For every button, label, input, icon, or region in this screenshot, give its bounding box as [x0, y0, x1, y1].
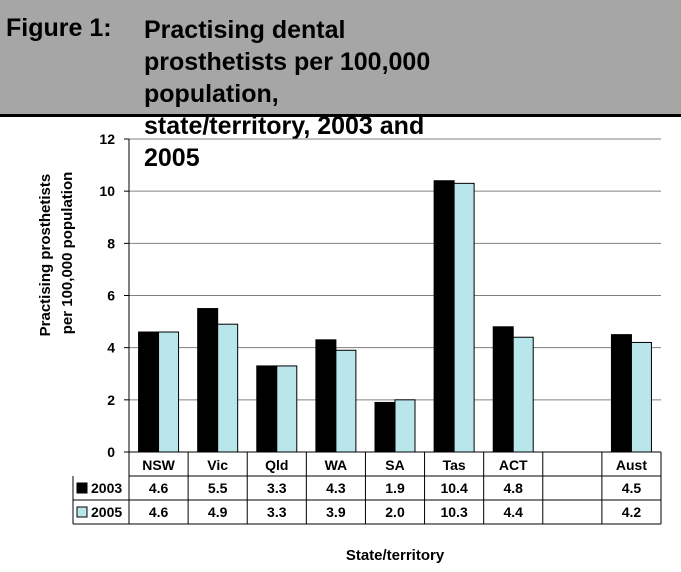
bar-2003	[138, 331, 160, 453]
x-tick-label: Vic	[207, 457, 228, 473]
bar-2005	[217, 323, 239, 453]
legend-swatch	[76, 506, 88, 518]
y-tick-label: 4	[107, 340, 115, 356]
data-label: 4.5	[622, 480, 642, 496]
legend-label: 2005	[91, 504, 122, 520]
data-label: 4.8	[503, 480, 523, 496]
bar-2003	[492, 326, 514, 453]
figure-label: Figure 1:	[6, 14, 112, 42]
figure-header: Figure 1: Practising dental prosthetists…	[0, 0, 681, 172]
x-tick-label: SA	[385, 457, 404, 473]
bar-2003	[197, 308, 219, 453]
bar-2005	[335, 349, 357, 453]
data-label: 3.9	[326, 504, 346, 520]
data-table: NSW Vic Qld WA SA Tas ACT Aust 2003 4.6 5.5 3.3 4.3 1…	[72, 452, 662, 525]
data-label: 10.4	[440, 480, 467, 496]
bar-2005	[453, 182, 475, 453]
bar-2005	[158, 331, 180, 453]
y-axis-title: Practising prosthetists per 100,000 popu…	[37, 170, 76, 337]
data-label: 4.4	[503, 504, 523, 520]
data-label: 3.3	[267, 480, 287, 496]
data-label: 4.2	[622, 504, 642, 520]
bar-2003	[256, 365, 278, 453]
data-label: 1.9	[385, 480, 405, 496]
y-tick-label: 12	[99, 131, 115, 147]
y-tick-label: 0	[107, 444, 115, 460]
data-label: 10.3	[440, 504, 467, 520]
data-label: 4.6	[149, 504, 169, 520]
y-tick-label: 8	[107, 235, 115, 251]
x-tick-label: Qld	[265, 457, 288, 473]
bar-2003	[374, 401, 396, 453]
bar-2003	[433, 180, 455, 453]
data-label: 5.5	[208, 480, 228, 496]
y-tick-label: 10	[99, 183, 115, 199]
data-label: 4.6	[149, 480, 169, 496]
axes: 0 2 4 6 8 10 12	[99, 131, 661, 460]
figure-title: Practising dental prosthetists per 100,0…	[144, 16, 431, 172]
data-label: 4.3	[326, 480, 346, 496]
legend-label: 2003	[91, 480, 122, 496]
data-label: 4.9	[208, 504, 228, 520]
y-tick-label: 2	[107, 392, 115, 408]
x-axis-title: State/territory	[346, 547, 445, 564]
x-tick-label: NSW	[142, 457, 175, 473]
bars	[138, 180, 652, 453]
bar-chart: 0 2 4 6 8 10 12 NSW Vic Qld WA SA Tas ACT Aust 2003 4.6…	[37, 131, 662, 564]
data-label: 2.0	[385, 504, 405, 520]
data-label: 3.3	[267, 504, 287, 520]
legend-swatch	[76, 482, 88, 494]
x-tick-label: Aust	[616, 457, 647, 473]
bar-2005	[394, 399, 416, 453]
x-tick-label: WA	[325, 457, 348, 473]
bar-2005	[276, 365, 298, 453]
bar-2005	[512, 336, 534, 453]
y-tick-label: 6	[107, 288, 115, 304]
x-tick-label: Tas	[443, 457, 466, 473]
x-tick-label: ACT	[499, 457, 528, 473]
bar-2003	[315, 339, 337, 453]
bar-2003	[610, 334, 632, 453]
bar-2005	[630, 341, 652, 453]
